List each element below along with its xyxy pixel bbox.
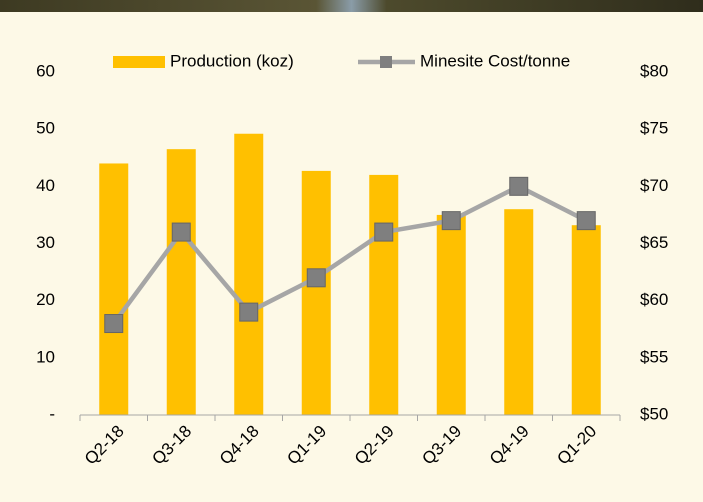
bar xyxy=(234,134,263,415)
legend-label: Production (koz) xyxy=(170,51,294,70)
line-marker xyxy=(307,269,325,287)
banner-strip xyxy=(0,0,703,12)
bar xyxy=(572,225,601,415)
y-tick-label: 30 xyxy=(36,233,55,252)
bar xyxy=(437,215,466,415)
y2-tick-label: $60 xyxy=(640,290,668,309)
legend-swatch xyxy=(380,56,392,68)
y-tick-label: - xyxy=(49,404,55,423)
line-marker xyxy=(442,212,460,230)
y2-tick-label: $65 xyxy=(640,233,668,252)
chart: -102030405060$50$55$60$65$70$75$80Q2-18Q… xyxy=(0,0,703,502)
bar xyxy=(504,209,533,415)
bar xyxy=(369,175,398,415)
bar xyxy=(167,149,196,415)
bar xyxy=(302,171,331,415)
line-marker xyxy=(375,223,393,241)
y-tick-label: 10 xyxy=(36,347,55,366)
y2-tick-label: $75 xyxy=(640,119,668,138)
y-tick-label: 40 xyxy=(36,176,55,195)
legend-swatch xyxy=(113,56,165,68)
y2-tick-label: $80 xyxy=(640,61,668,80)
y-tick-label: 50 xyxy=(36,119,55,138)
line-marker xyxy=(510,177,528,195)
y2-tick-label: $50 xyxy=(640,404,668,423)
legend-label: Minesite Cost/tonne xyxy=(420,51,570,70)
y-tick-label: 20 xyxy=(36,290,55,309)
y-tick-label: 60 xyxy=(36,61,55,80)
y2-tick-label: $70 xyxy=(640,176,668,195)
bar xyxy=(99,163,128,415)
y2-tick-label: $55 xyxy=(640,347,668,366)
line-marker xyxy=(105,315,123,333)
line-marker xyxy=(240,303,258,321)
line-marker xyxy=(577,212,595,230)
line-marker xyxy=(172,223,190,241)
